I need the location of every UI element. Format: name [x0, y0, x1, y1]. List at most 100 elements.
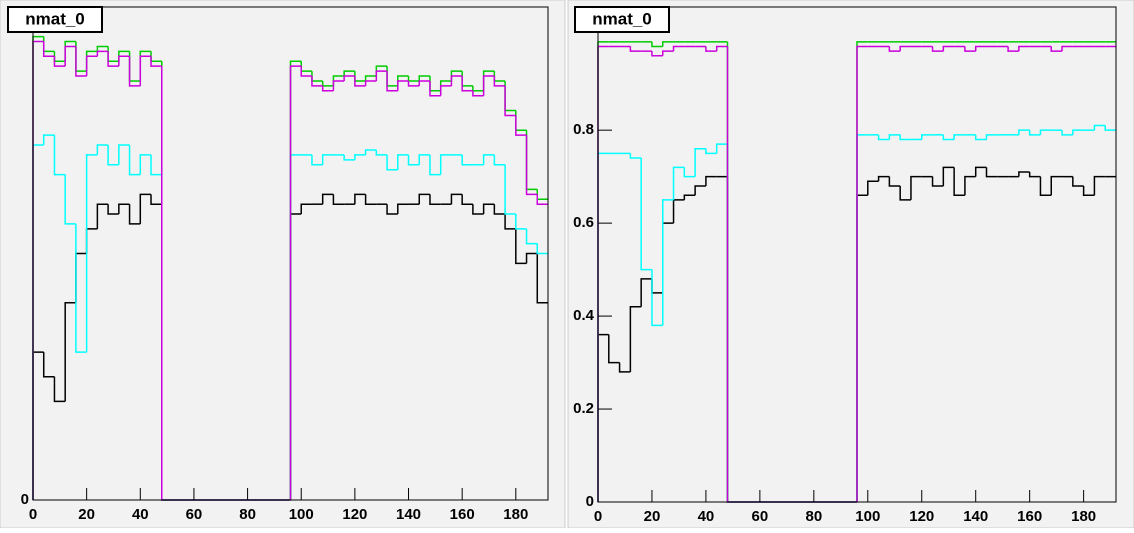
histogram-bin: [118, 55, 130, 67]
histogram-bin: [107, 51, 119, 67]
histogram-bin: [629, 153, 642, 159]
y-tick-label: 0: [21, 491, 29, 508]
x-tick-label: 100: [855, 508, 880, 525]
histogram-bin: [867, 180, 879, 196]
x-tick-label: 60: [186, 506, 203, 523]
histogram-bin: [85, 154, 98, 353]
plot-border: [32, 6, 549, 501]
histogram-bin: [629, 306, 642, 372]
y-tick-label: 0.4: [573, 307, 595, 324]
histogram-bin: [1061, 45, 1073, 52]
histogram-bin: [672, 45, 685, 52]
title-box: [7, 6, 103, 33]
histogram-bin: [439, 85, 452, 96]
histogram-bin: [311, 76, 323, 87]
histogram-bin: [1082, 185, 1095, 196]
histogram-bin: [515, 214, 527, 230]
histogram-bin: [375, 149, 388, 156]
histogram-bin: [953, 167, 965, 196]
histogram-bin: [42, 41, 55, 58]
histogram-bin: [450, 75, 463, 86]
x-tick-label: 140: [396, 506, 421, 523]
histogram-bin: [150, 56, 162, 67]
histogram-bin: [536, 253, 548, 304]
histogram-bin: [397, 203, 409, 215]
histogram-bin: [482, 75, 495, 96]
histogram-bin: [1028, 172, 1041, 178]
x-tick-label: 120: [342, 506, 367, 523]
x-tick-label: 180: [1071, 508, 1096, 525]
histogram-bin: [683, 194, 696, 200]
histogram-bin: [397, 80, 409, 91]
x-tick-label: 140: [963, 508, 988, 525]
histogram-bin: [482, 203, 495, 215]
histogram-bin: [694, 185, 706, 196]
y-tick-label: 0.2: [573, 400, 594, 417]
histogram-bin: [1093, 175, 1106, 196]
histogram-bin: [407, 154, 420, 166]
histogram-bin: [321, 85, 334, 92]
histogram-bin: [418, 80, 430, 86]
histogram-bin: [439, 154, 452, 175]
histogram-bin: [715, 143, 728, 154]
histogram-bin: [504, 164, 516, 215]
histogram-bin: [629, 46, 642, 52]
histogram-bin: [53, 56, 66, 67]
histogram-bin: [386, 71, 398, 92]
histogram-bin: [429, 194, 441, 205]
histogram-bin: [694, 148, 706, 177]
histogram-bin: [618, 362, 631, 373]
histogram-bin: [888, 46, 901, 52]
histogram-bin: [504, 85, 516, 117]
histogram-bin: [128, 56, 141, 87]
histogram-bin: [1093, 124, 1106, 131]
histogram-bin: [493, 204, 506, 215]
histogram-bin: [942, 134, 955, 141]
histogram-bin: [118, 144, 130, 165]
histogram-bin: [899, 45, 911, 52]
x-tick-label: 60: [752, 508, 769, 525]
histogram-bin: [321, 193, 334, 205]
chart-title: nmat_0: [25, 9, 85, 28]
histogram-bin: [931, 46, 944, 52]
histogram-bin: [662, 50, 674, 56]
histogram-bin: [418, 75, 430, 81]
histogram-bin: [1072, 176, 1084, 187]
x-tick-label: 160: [1017, 508, 1042, 525]
x-tick-label: 80: [239, 506, 256, 523]
histogram-bin: [1039, 129, 1052, 135]
histogram-bin: [75, 46, 87, 77]
y-tick-label: 0: [586, 493, 594, 510]
histogram-bin: [53, 376, 66, 403]
histogram-bin: [482, 154, 495, 165]
histogram-bin: [332, 80, 345, 91]
histogram-bin: [662, 199, 674, 326]
histogram-bin: [300, 203, 312, 215]
histogram-bin: [1007, 46, 1019, 52]
histogram-bin: [64, 302, 76, 402]
histogram-bin: [1104, 125, 1116, 131]
histogram-bin: [662, 41, 674, 47]
histogram-bin: [985, 134, 998, 140]
histogram-bin: [64, 45, 76, 67]
histogram-bin: [985, 167, 998, 178]
histogram-bin: [364, 194, 377, 205]
histogram-bin: [536, 243, 548, 255]
histogram-bin: [651, 51, 663, 57]
histogram-bin: [429, 80, 441, 97]
histogram-bin: [397, 154, 409, 170]
histogram-bin: [1061, 130, 1073, 136]
histogram-bin: [683, 167, 696, 178]
histogram-bin: [429, 154, 441, 176]
histogram-bin: [139, 55, 152, 86]
histogram-bin: [910, 175, 922, 200]
x-tick-label: 20: [644, 508, 661, 525]
histogram-bin: [418, 193, 430, 205]
histogram-bin: [450, 193, 463, 205]
histogram-bin: [107, 204, 119, 215]
histogram-bin: [640, 158, 652, 271]
histogram-bin: [525, 135, 538, 196]
histogram-bin: [974, 134, 987, 141]
histogram-bin: [343, 70, 355, 77]
histogram-bin: [461, 76, 473, 92]
